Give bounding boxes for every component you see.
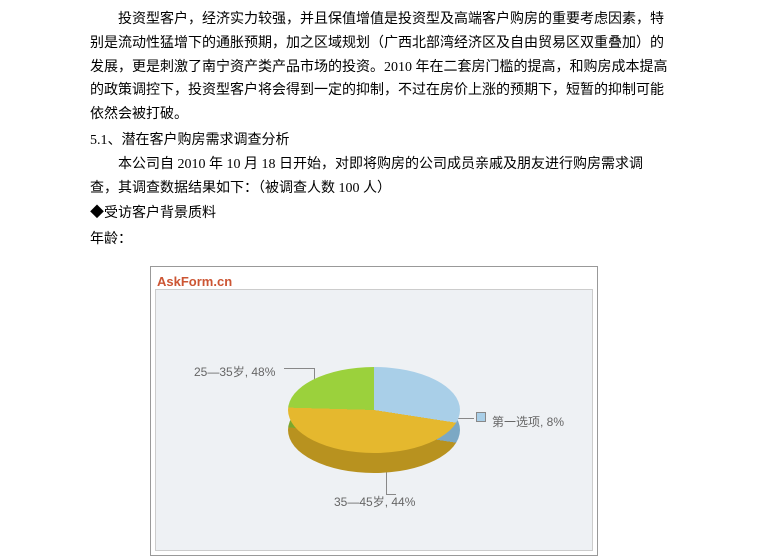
intro-paragraph: 投资型客户，经济实力较强，并且保值增值是投资型及高端客户购房的重要考虑因素，特别… (90, 8, 670, 127)
section-title: 5.1、潜在客户购房需求调查分析 (90, 129, 670, 153)
pie-label-option1: 第一选项, 8% (476, 412, 564, 432)
pie-label-25-35: 25—35岁, 48% (194, 362, 275, 382)
survey-intro-paragraph: 本公司自 2010 年 10 月 18 日开始，对即将购房的公司成员亲戚及朋友进… (90, 153, 670, 201)
leader-line (386, 472, 387, 494)
sub-heading-age: 年龄： (90, 228, 670, 252)
pie-label-option1-text: 第一选项, 8% (492, 415, 564, 429)
legend-swatch-icon (476, 412, 486, 422)
pie-3d (288, 367, 460, 473)
leader-line (386, 494, 396, 495)
age-pie-chart: AskForm.cn 25—35岁, 48% 35—45岁, 44% 第一选项,… (150, 266, 598, 556)
pie-label-35-45: 35—45岁, 44% (334, 492, 415, 512)
sub-heading-background: ◆受访客户背景质料 (90, 202, 670, 226)
chart-panel: 25—35岁, 48% 35—45岁, 44% 第一选项, 8% (155, 289, 593, 551)
